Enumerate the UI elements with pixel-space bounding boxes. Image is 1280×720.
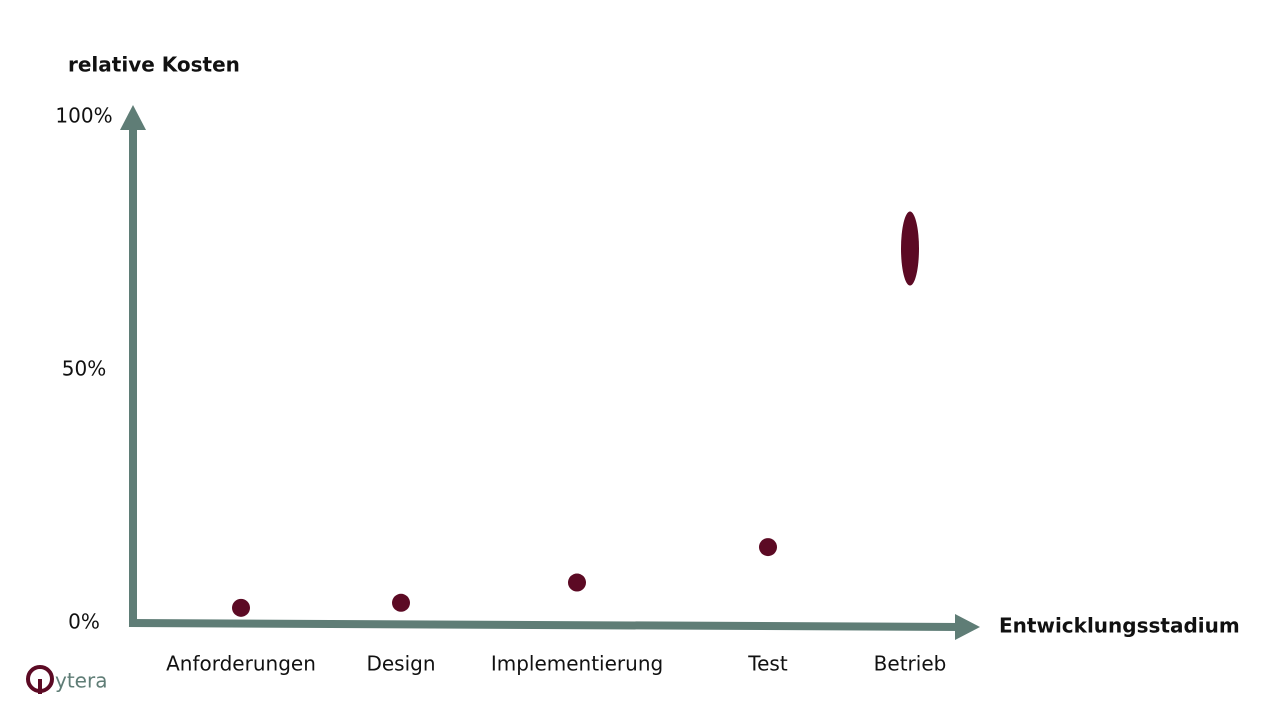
- x-axis-label: Entwicklungsstadium: [999, 614, 1240, 638]
- x-axis-arrow: [955, 614, 980, 640]
- x-tick-label: Implementierung: [491, 652, 663, 676]
- logo: ytera: [26, 665, 107, 694]
- y-axis-label: relative Kosten: [68, 53, 240, 77]
- point: [901, 211, 919, 286]
- logo-text: ytera: [55, 669, 107, 693]
- x-tick-label: Test: [747, 652, 788, 676]
- x-tick-label: Betrieb: [874, 652, 947, 676]
- y-tick-label: 100%: [55, 104, 112, 128]
- x-axis: [128, 619, 961, 631]
- point: [232, 598, 250, 617]
- x-tick-label: Anforderungen: [166, 652, 316, 676]
- point: [392, 593, 410, 612]
- y-tick-label: 50%: [62, 357, 106, 381]
- x-tick-label: Design: [366, 652, 435, 676]
- y-tick-label: 0%: [68, 610, 100, 634]
- point: [759, 538, 777, 557]
- point: [568, 573, 586, 592]
- y-axis-arrow: [120, 105, 146, 130]
